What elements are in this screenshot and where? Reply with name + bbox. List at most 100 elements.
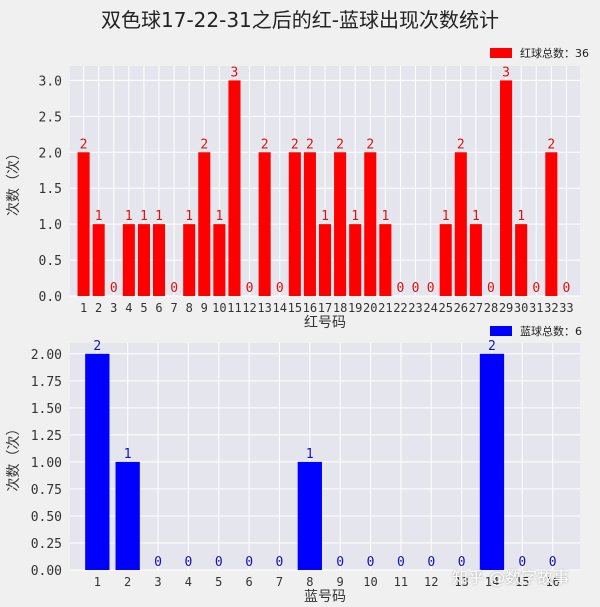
bar-value-label: 1	[517, 209, 525, 224]
bar	[228, 80, 241, 296]
bar-value-label: 1	[185, 209, 193, 224]
bar-value-label: 3	[502, 65, 510, 80]
bar-value-label: 1	[306, 447, 314, 462]
bar	[297, 461, 322, 570]
x-tick-label: 4	[125, 301, 132, 315]
x-tick-label: 2	[95, 301, 102, 315]
bar	[454, 152, 467, 296]
x-tick-label: 10	[212, 301, 226, 315]
bar-value-label: 1	[472, 209, 480, 224]
x-tick-label: 25	[438, 301, 452, 315]
bar-value-label: 2	[306, 137, 314, 152]
x-tick-label: 19	[348, 301, 362, 315]
bar	[122, 224, 135, 296]
x-tick-label: 6	[245, 575, 252, 589]
y-tick-label: 3.0	[39, 74, 62, 89]
bar	[288, 152, 301, 296]
x-tick-label: 5	[215, 575, 222, 589]
x-axis-label: 红号码	[304, 315, 346, 331]
bar-value-label: 0	[154, 555, 162, 570]
bar-value-label: 0	[532, 281, 540, 296]
legend-label: 蓝球总数：6	[520, 324, 582, 338]
bar-value-label: 2	[547, 137, 555, 152]
y-tick-label: 1.0	[39, 218, 62, 233]
bar-value-label: 0	[518, 555, 526, 570]
bar-value-label: 0	[397, 281, 405, 296]
bar-value-label: 0	[215, 555, 223, 570]
bar-value-label: 2	[488, 339, 496, 354]
bar	[364, 152, 377, 296]
x-tick-label: 23	[408, 301, 422, 315]
x-tick-label: 9	[201, 301, 208, 315]
bar	[152, 224, 166, 296]
x-tick-label: 27	[469, 301, 483, 315]
bar-value-label: 0	[412, 281, 420, 296]
x-tick-label: 24	[423, 301, 437, 315]
y-tick-label: 0.50	[31, 510, 62, 525]
y-axis-label: 次数（次）	[6, 146, 22, 216]
x-tick-label: 6	[155, 301, 162, 315]
bar-value-label: 2	[261, 137, 269, 152]
bar	[92, 224, 105, 296]
bar-value-label: 1	[321, 209, 329, 224]
x-tick-label: 15	[515, 575, 529, 589]
bar-value-label: 0	[276, 555, 284, 570]
x-tick-label: 3	[154, 575, 161, 589]
x-tick-label: 16	[545, 575, 559, 589]
bar	[303, 152, 316, 296]
bar-value-label: 2	[200, 137, 208, 152]
x-tick-label: 2	[124, 575, 131, 589]
bar-value-label: 2	[80, 137, 88, 152]
bar	[439, 224, 452, 296]
y-tick-label: 1.50	[31, 402, 62, 417]
legend-swatch	[490, 326, 512, 336]
x-tick-label: 10	[363, 575, 377, 589]
bar	[318, 224, 332, 296]
y-tick-label: 2.00	[31, 348, 62, 363]
bar-value-label: 0	[110, 281, 118, 296]
x-tick-label: 31	[529, 301, 543, 315]
x-tick-label: 16	[303, 301, 317, 315]
bar	[198, 152, 211, 296]
bar-value-label: 0	[397, 555, 405, 570]
x-tick-label: 21	[378, 301, 392, 315]
bar-value-label: 1	[124, 447, 132, 462]
bar-value-label: 1	[381, 209, 389, 224]
y-tick-label: 0.5	[39, 254, 62, 269]
legend-label: 红球总数：36	[520, 46, 589, 60]
bar	[213, 224, 226, 296]
y-tick-label: 2.0	[39, 146, 62, 161]
x-tick-label: 12	[424, 575, 438, 589]
bar-value-label: 0	[563, 281, 571, 296]
x-tick-label: 18	[333, 301, 347, 315]
bar-value-label: 2	[291, 137, 299, 152]
bar	[469, 224, 482, 296]
bar	[77, 152, 90, 296]
bar-value-label: 0	[336, 555, 344, 570]
x-tick-label: 11	[227, 301, 241, 315]
y-axis-label: 次数（次）	[6, 422, 22, 492]
bar-value-label: 0	[276, 281, 284, 296]
bar	[545, 152, 558, 296]
x-tick-label: 3	[110, 301, 117, 315]
bar	[115, 461, 140, 570]
y-tick-label: 2.5	[39, 110, 62, 125]
x-tick-label: 11	[394, 575, 408, 589]
x-tick-label: 30	[514, 301, 528, 315]
bar	[183, 224, 196, 296]
y-tick-label: 0.00	[31, 564, 62, 579]
x-tick-label: 32	[544, 301, 558, 315]
bar-value-label: 0	[427, 281, 435, 296]
bar-value-label: 0	[487, 281, 495, 296]
bar	[515, 224, 528, 296]
bar	[334, 152, 347, 296]
bar-value-label: 1	[155, 209, 163, 224]
x-tick-label: 7	[170, 301, 177, 315]
bar-value-label: 0	[367, 555, 375, 570]
x-tick-label: 8	[186, 301, 193, 315]
watermark-text: 知乎 @数字故事	[452, 568, 570, 587]
x-tick-label: 14	[273, 301, 287, 315]
bar	[479, 353, 505, 570]
x-tick-label: 22	[393, 301, 407, 315]
bar	[379, 224, 392, 296]
